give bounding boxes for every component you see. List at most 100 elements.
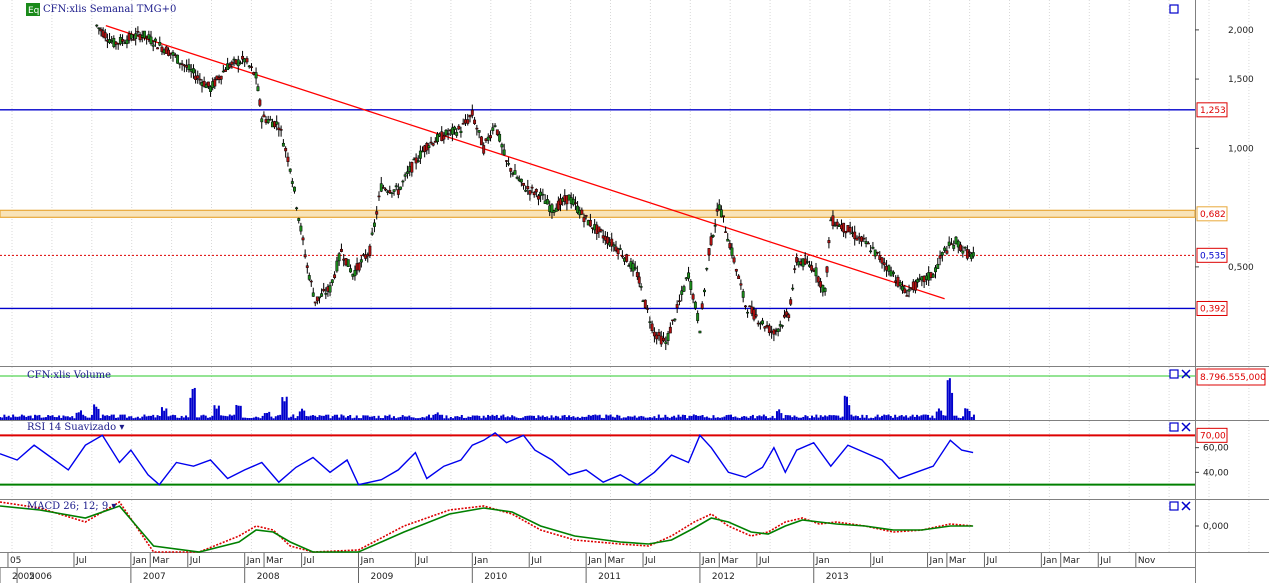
volume-bar xyxy=(484,417,487,420)
month-label: Mar xyxy=(949,556,966,566)
candle-body xyxy=(149,36,153,45)
candle-body xyxy=(705,268,709,270)
volume-bar xyxy=(279,414,282,420)
candle-body xyxy=(401,180,405,183)
volume-bar xyxy=(255,416,258,420)
candle-body xyxy=(891,271,895,275)
volume-bar xyxy=(762,414,765,420)
candle-body xyxy=(196,75,200,79)
volume-bar xyxy=(364,415,367,420)
volume-bar xyxy=(848,405,851,420)
candle-body xyxy=(949,243,953,245)
candle-body xyxy=(934,267,937,273)
candle-body xyxy=(956,240,960,248)
volume-bar xyxy=(307,416,310,420)
volume-bar xyxy=(953,415,956,420)
candle-body xyxy=(515,176,519,179)
level-tag-box xyxy=(1196,247,1228,263)
candle-body xyxy=(381,187,385,189)
volume-bar xyxy=(760,416,763,420)
level-band xyxy=(0,209,1196,218)
candle-body xyxy=(250,66,253,68)
volume-bar xyxy=(206,417,209,420)
level-tag-box xyxy=(1196,102,1228,118)
volume-bar xyxy=(257,417,260,420)
maximize-pane-icon[interactable] xyxy=(1169,4,1179,14)
volume-bar xyxy=(351,418,354,420)
volume-bar xyxy=(697,415,700,420)
candle-body xyxy=(357,262,361,271)
volume-bar xyxy=(195,417,198,420)
volume-bar xyxy=(765,416,768,420)
volume-bar xyxy=(31,418,34,420)
candle-body xyxy=(772,329,776,335)
volume-bar xyxy=(189,397,192,420)
candle-body xyxy=(657,331,661,337)
volume-bar xyxy=(543,416,546,420)
maximize-pane-icon[interactable] xyxy=(1169,422,1179,432)
candle-body xyxy=(97,27,101,30)
volume-bar xyxy=(329,418,332,420)
volume-bar xyxy=(147,415,150,420)
candle-body xyxy=(286,156,290,162)
volume-bar xyxy=(817,417,820,420)
candle-body xyxy=(673,318,677,321)
volume-bar xyxy=(417,418,420,420)
volume-bar xyxy=(261,415,264,420)
volume-bar xyxy=(506,416,509,420)
volume-bar xyxy=(703,417,706,420)
candle-body xyxy=(192,68,195,74)
month-label: Jul xyxy=(189,556,201,566)
volume-bar xyxy=(82,414,85,420)
maximize-pane-icon[interactable] xyxy=(1169,501,1179,511)
candle-body xyxy=(530,186,534,189)
candle-body xyxy=(643,299,647,309)
volume-bar xyxy=(174,415,177,420)
candle-body xyxy=(726,238,730,242)
year-label: 2009 xyxy=(371,572,394,582)
volume-bar xyxy=(526,415,529,420)
volume-bar xyxy=(357,418,360,420)
candle-body xyxy=(682,286,686,292)
candle-body xyxy=(495,129,499,135)
close-pane-icon[interactable] xyxy=(1181,422,1191,432)
candle-body xyxy=(689,281,693,290)
close-pane-icon[interactable] xyxy=(1181,369,1191,379)
candle-body xyxy=(869,250,873,253)
close-pane-icon[interactable] xyxy=(1181,501,1191,511)
volume-bar xyxy=(377,415,380,420)
volume-bar xyxy=(167,416,170,420)
candle-body xyxy=(618,248,622,250)
candle-body xyxy=(664,341,668,344)
macd-tick-label: 0,000 xyxy=(1203,522,1229,532)
month-label: Jan xyxy=(929,556,944,566)
candle-body xyxy=(734,269,738,272)
volume-bar xyxy=(710,418,713,420)
volume-bar xyxy=(493,415,496,420)
volume-bar xyxy=(767,418,770,420)
volume-bar xyxy=(675,417,678,420)
volume-bar xyxy=(95,406,98,420)
volume-bar xyxy=(406,416,409,420)
candle-body xyxy=(151,44,155,47)
volume-bar xyxy=(611,416,614,420)
month-label: Jul xyxy=(644,556,656,566)
volume-bar xyxy=(75,412,78,420)
candle-body xyxy=(370,232,374,235)
volume-bar xyxy=(301,408,304,420)
volume-bar xyxy=(607,415,610,420)
candle-body xyxy=(556,200,560,210)
y-tick-label: 2,000 xyxy=(1228,26,1254,36)
candle-body xyxy=(878,255,882,260)
candle-body xyxy=(901,285,904,291)
candle-body xyxy=(671,319,675,322)
maximize-pane-icon[interactable] xyxy=(1169,369,1179,379)
volume-bar xyxy=(112,414,115,420)
volume-bar xyxy=(62,415,65,420)
candle-body xyxy=(290,181,294,184)
month-label: Jul xyxy=(530,556,542,566)
volume-bar xyxy=(51,415,54,420)
volume-bar xyxy=(802,416,805,420)
volume-bar xyxy=(333,414,336,420)
year-label: 2011 xyxy=(598,572,621,582)
